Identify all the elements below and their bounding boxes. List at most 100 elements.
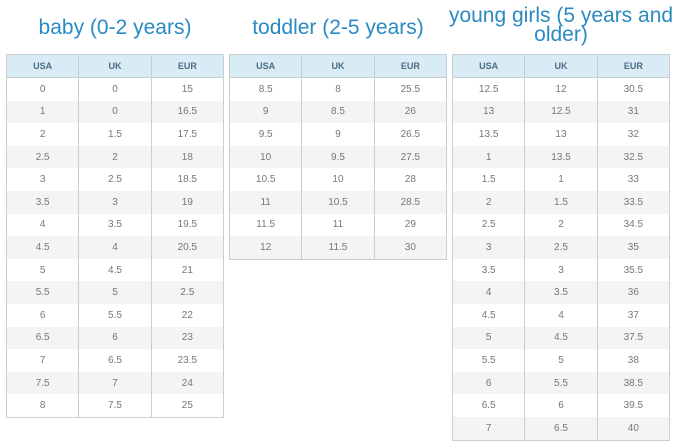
table-row: 7.5 7 24 [5,371,225,395]
size-cell-eur: 21 [150,258,225,282]
size-cell-usa: 1 [5,100,80,124]
size-cell-uk: 13.5 [524,145,598,169]
column-header-eur: EUR [150,54,225,78]
table-row: 3 2.5 18.5 [5,168,225,191]
table-row: 3 2.5 35 [451,236,671,259]
header-row: USA UK EUR [228,54,448,78]
size-cell-eur: 36 [596,281,671,304]
size-cell-eur: 2.5 [150,281,225,304]
size-cell-usa: 6.5 [5,326,80,350]
size-cell-eur: 18 [150,145,225,169]
size-cell-usa: 9.5 [228,123,303,146]
table-row: 7 6.5 40 [451,416,671,440]
table-row: 13.5 13 32 [451,123,671,146]
table-row: 5.5 5 2.5 [5,281,225,304]
size-cell-usa: 0 [5,77,80,101]
size-cell-usa: 1 [451,145,526,169]
size-cell-usa: 6 [451,371,526,395]
size-cell-usa: 6 [5,303,80,327]
size-cell-usa: 3.5 [5,190,80,214]
size-cell-usa: 9 [228,100,303,124]
size-cell-eur: 35 [596,236,671,259]
size-cell-uk: 2.5 [524,236,598,259]
table-row: 0 0 15 [5,77,225,101]
size-cell-uk: 5.5 [524,371,598,395]
table-row: 4 3.5 36 [451,281,671,304]
size-cell-usa: 4 [451,281,526,304]
size-cell-uk: 10 [301,168,375,191]
table-row: 6 5.5 38.5 [451,371,671,395]
column-header-uk: UK [78,54,152,78]
section-title-young-girls: young girls (5 years and older) [448,4,674,46]
size-table-young-girls: USA UK EUR 12.5 12 30.5 13 12.5 31 13.5 13 32 1 13.5 3… [451,54,671,441]
size-cell-usa: 4 [5,213,80,237]
section-title-baby: baby (0-2 years) [38,16,192,39]
table-row: 4 3.5 19.5 [5,213,225,237]
size-cell-eur: 32 [596,123,671,146]
column-header-usa: USA [451,54,526,78]
column-header-usa: USA [5,54,80,78]
table-row: 6 5.5 22 [5,303,225,327]
size-cell-uk: 5.5 [78,303,152,327]
table-row: 1 13.5 32.5 [451,145,671,169]
table-row: 7 6.5 23.5 [5,349,225,372]
size-cell-eur: 26 [373,100,448,124]
size-cell-eur: 40 [596,416,671,440]
size-cell-uk: 4.5 [524,326,598,350]
size-cell-usa: 1.5 [451,168,526,191]
size-cell-eur: 25.5 [373,77,448,101]
column-header-eur: EUR [373,54,448,78]
size-cell-uk: 3 [78,190,152,214]
table-row: 8.5 8 25.5 [228,77,448,101]
table-row: 5 4.5 21 [5,258,225,282]
size-cell-usa: 2.5 [451,213,526,237]
size-cell-uk: 1.5 [78,123,152,146]
size-cell-usa: 7.5 [5,371,80,395]
table-row: 1 0 16.5 [5,100,225,124]
size-cell-uk: 9.5 [301,145,375,169]
table-row: 9 8.5 26 [228,100,448,124]
size-cell-uk: 10.5 [301,190,375,214]
size-cell-eur: 35.5 [596,258,671,282]
size-cell-uk: 7 [78,371,152,395]
size-cell-uk: 4 [524,303,598,327]
size-cell-usa: 11.5 [228,213,303,237]
size-cell-eur: 18.5 [150,168,225,191]
size-cell-usa: 12.5 [451,77,526,101]
table-row: 3.5 3 35.5 [451,258,671,282]
table-row: 10.5 10 28 [228,168,448,191]
table-row: 10 9.5 27.5 [228,145,448,169]
size-cell-uk: 12 [524,77,598,101]
size-cell-usa: 5 [451,326,526,350]
size-cell-usa: 6.5 [451,394,526,417]
table-row: 5.5 5 38 [451,349,671,372]
size-cell-usa: 13.5 [451,123,526,146]
table-row: 11 10.5 28.5 [228,190,448,214]
size-cell-eur: 37.5 [596,326,671,350]
size-cell-uk: 8 [301,77,375,101]
table-row: 13 12.5 31 [451,100,671,124]
size-cell-uk: 0 [78,77,152,101]
size-cell-usa: 2 [5,123,80,146]
size-cell-uk: 5 [78,281,152,304]
size-cell-uk: 3.5 [524,281,598,304]
table-row: 6.5 6 23 [5,326,225,350]
size-cell-usa: 4.5 [5,236,80,259]
table-row: 2.5 2 34.5 [451,213,671,237]
table-row: 4.5 4 20.5 [5,236,225,259]
size-cell-uk: 2 [78,145,152,169]
size-cell-usa: 13 [451,100,526,124]
size-cell-usa: 10.5 [228,168,303,191]
size-cell-usa: 5.5 [5,281,80,304]
size-cell-uk: 6 [524,394,598,417]
size-cell-eur: 25 [150,394,225,418]
size-cell-uk: 4 [78,236,152,259]
table-row: 6.5 6 39.5 [451,394,671,417]
size-cell-usa: 12 [228,236,303,260]
size-cell-eur: 23 [150,326,225,350]
size-cell-uk: 9 [301,123,375,146]
size-cell-uk: 2.5 [78,168,152,191]
table-row: 2 1.5 17.5 [5,123,225,146]
size-cell-eur: 37 [596,303,671,327]
size-cell-usa: 11 [228,190,303,214]
